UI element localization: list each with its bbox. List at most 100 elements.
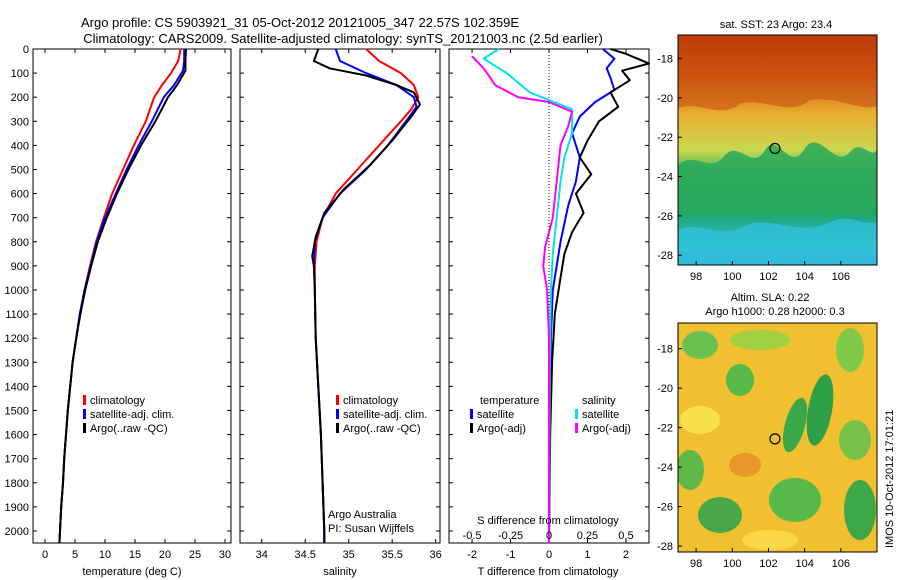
x-tick-label: 2 <box>623 549 629 561</box>
legend-salinity-heading: salinity <box>582 395 616 407</box>
map-y-tick-label: -18 <box>657 54 673 66</box>
legend-swatch-argo <box>83 423 86 433</box>
map-y-tick-label: -18 <box>657 344 673 356</box>
s-difference-ticks: -0.5 -0.25 0 0.25 0.5 <box>463 530 634 542</box>
map-x-tick-label: 98 <box>690 558 702 570</box>
legend-swatch-s-argo <box>575 423 578 433</box>
map-x-tick-label: 102 <box>759 271 777 283</box>
legend-s-argo: Argo(-adj) <box>582 423 631 435</box>
temperature-series <box>58 48 187 544</box>
sla-blob <box>726 364 754 396</box>
sla-blob <box>680 406 720 434</box>
x-tick-label: 15 <box>129 549 141 561</box>
map-x-tick-label: 104 <box>795 271 813 283</box>
legend-satellite: satellite-adj. clim. <box>90 409 174 421</box>
argo-position-marker <box>769 142 781 155</box>
sst-green-band <box>678 142 877 215</box>
credit-line-1: Argo Australia <box>328 509 397 521</box>
x-tick-label: 1 <box>584 549 590 561</box>
x-tick-label: 30 <box>219 549 231 561</box>
map-y-tick-label: -22 <box>657 132 673 144</box>
series-line-salinity-argo-adj- <box>471 55 574 543</box>
map-y-tick-label: -28 <box>657 250 673 262</box>
temperature-xlabel: temperature (deg C) <box>82 566 181 578</box>
x-tick-label: 10 <box>99 549 111 561</box>
sla-map-frame <box>677 322 878 553</box>
s-difference-xlabel: S difference from climatology <box>477 515 619 527</box>
x-tick-label: 35 <box>343 549 355 561</box>
s-tick-label: -0.5 <box>463 530 482 542</box>
y-tick-label: 1800 <box>5 478 29 490</box>
y-tick-label: 500 <box>11 164 29 176</box>
figure-title: Argo profile: CS 5903921_31 05-Oct-2012 … <box>81 15 519 30</box>
legend-swatch-satellite <box>336 409 339 419</box>
x-tick-label: 0 <box>546 549 552 561</box>
map-x-tick-label: 106 <box>832 271 850 283</box>
sla-map-subtitle: Argo h1000: 0.28 h2000: 0.3 <box>705 306 844 318</box>
salinity-xlabel: salinity <box>323 566 357 578</box>
s-tick-label: 0 <box>546 530 552 542</box>
s-tick-label: -0.25 <box>498 530 523 542</box>
difference-series <box>471 48 650 544</box>
salinity-x-axis: 34 34.5 35 35.5 36 <box>256 49 442 561</box>
y-tick-label: 400 <box>11 140 29 152</box>
legend-swatch-argo <box>336 423 339 433</box>
sla-blob <box>782 397 808 453</box>
legend-swatch-t-argo <box>470 423 473 433</box>
series-line-argo-raw-qc- <box>58 48 187 544</box>
sla-map-panel: Altim. SLA: 0.22 Argo h1000: 0.28 h2000:… <box>657 292 878 570</box>
sst-field <box>678 35 877 265</box>
map-x-tick-label: 100 <box>723 271 741 283</box>
y-tick-label: 0 <box>23 44 29 56</box>
map-x-tick-label: 102 <box>759 558 777 570</box>
map-y-tick-label: -26 <box>657 211 673 223</box>
y-tick-label: 1600 <box>5 430 29 442</box>
figure-subtitle: Climatology: CARS2009. Satellite-adjuste… <box>83 31 603 46</box>
legend-swatch-satellite <box>83 409 86 419</box>
sst-map-title: sat. SST: 23 Argo: 23.4 <box>720 19 833 31</box>
sla-map-title: Altim. SLA: 0.22 <box>731 292 810 304</box>
legend-argo: Argo(..raw -QC) <box>90 423 168 435</box>
sla-blob <box>742 530 798 550</box>
map-y-tick-label: -22 <box>657 423 673 435</box>
sla-blob <box>678 450 704 490</box>
s-tick-label: 0.25 <box>577 530 598 542</box>
y-tick-label: 800 <box>11 237 29 249</box>
y-tick-label: 1900 <box>5 502 29 514</box>
legend-temperature-heading: temperature <box>480 395 539 407</box>
y-tick-label: 100 <box>11 68 29 80</box>
sla-blob <box>839 420 871 460</box>
sla-blob <box>844 480 876 540</box>
legend-s-satellite: satellite <box>582 409 619 421</box>
series-line-argo-raw-qc- <box>311 48 421 543</box>
legend-satellite: satellite-adj. clim. <box>343 409 427 421</box>
depth-axis: 0 100 200 300 400 500 600 700 800 900 1000 1100 1200… <box>5 44 231 538</box>
x-tick-label: -1 <box>506 549 516 561</box>
x-tick-label: 25 <box>189 549 201 561</box>
y-tick-label: 1200 <box>5 333 29 345</box>
map-y-tick-label: -26 <box>657 502 673 514</box>
y-tick-label: 1700 <box>5 454 29 466</box>
series-line-temperature-argo-adj- <box>548 48 650 544</box>
y-tick-label: 1100 <box>5 309 29 321</box>
series-line-salinity-satellite <box>482 48 574 544</box>
sla-blob <box>836 328 864 372</box>
map-y-tick-label: -24 <box>657 462 673 474</box>
t-difference-xlabel: T difference from climatology <box>478 566 619 578</box>
sla-blob <box>730 330 790 350</box>
y-tick-label: 700 <box>11 213 29 225</box>
y-tick-label: 1400 <box>5 381 29 393</box>
legend-swatch-climatology <box>336 395 339 405</box>
y-tick-label: 900 <box>11 261 29 273</box>
sla-field <box>678 323 877 552</box>
x-tick-label: 20 <box>159 549 171 561</box>
map-y-tick-label: -20 <box>657 383 673 395</box>
salinity-legend: climatology satellite-adj. clim. Argo(..… <box>336 395 427 435</box>
difference-panel: -2 -1 0 1 2 S difference from climatology -0… <box>448 48 650 578</box>
legend-swatch-t-satellite <box>470 409 473 419</box>
map-x-tick-label: 104 <box>795 558 813 570</box>
x-tick-label: 34.5 <box>295 549 316 561</box>
sla-blob <box>698 497 742 533</box>
difference-depth-ticks <box>449 48 649 532</box>
